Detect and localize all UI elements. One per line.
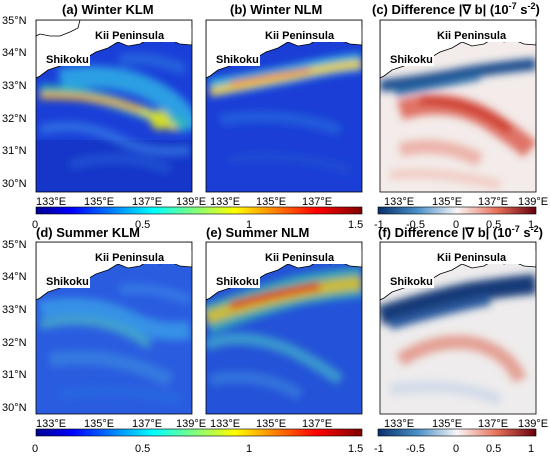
panel-title: (d) Summer KLM	[36, 225, 140, 240]
heatmap-field	[380, 242, 536, 414]
colorbar-tick: 1	[528, 443, 534, 455]
y-tick: 33°N	[2, 80, 27, 92]
panel-a-winter-klm: (a) Winter KLM Kii Peninsula Shikoku	[35, 2, 193, 193]
x-tick: 139°E	[518, 418, 548, 430]
label-kii-peninsula: Kii Peninsula	[95, 252, 165, 264]
y-tick: 35°N	[2, 239, 27, 251]
label-kii-peninsula: Kii Peninsula	[437, 252, 507, 264]
y-axis-row-1: 35°N 34°N 33°N 32°N 31°N 30°N	[2, 15, 27, 190]
label-shikoku: Shikoku	[390, 276, 433, 288]
x-tick: 139°E	[518, 196, 548, 208]
colorbar-diverging-row-2: -1 -0.5 0 0.5 1	[374, 428, 537, 455]
colorbar-tick: -1	[374, 219, 384, 231]
panel-e-summer-nlm: (e) Summer NLM Kii Peninsula Shikoku	[205, 225, 363, 415]
colorbar-tick: -1	[374, 443, 384, 455]
y-tick: 30°N	[2, 178, 27, 190]
x-tick: 135°E	[256, 418, 286, 430]
y-axis-row-2: 35°N 34°N 33°N 32°N 31°N 30°N	[2, 239, 27, 414]
y-tick: 31°N	[2, 369, 27, 381]
label-shikoku: Shikoku	[216, 54, 259, 66]
colorbar-diverging-row-1: -1 -0.5 0 0.5 1	[374, 206, 537, 231]
x-tick: 137°E	[302, 196, 332, 208]
heatmap-field	[380, 20, 536, 192]
colorbar-tick: 1	[528, 219, 534, 231]
x-tick: 133°E	[384, 196, 414, 208]
colorbar-tick: 0	[32, 443, 38, 455]
y-tick: 34°N	[2, 47, 27, 59]
panel-title: (e) Summer NLM	[206, 225, 309, 240]
y-tick: 33°N	[2, 304, 27, 316]
panel-title: (c) Difference |∇ b| (10-7 s-2)	[372, 1, 540, 17]
x-tick: 137°E	[302, 418, 332, 430]
colorbar-tick: 0.5	[135, 443, 150, 455]
y-tick: 30°N	[2, 402, 27, 414]
colorbar-tick: 0.5	[486, 219, 501, 231]
x-tick: 133°E	[210, 418, 240, 430]
x-tick: 135°E	[84, 196, 114, 208]
panel-title: (f) Difference |∇ b| (10-7 s-2)	[378, 224, 543, 240]
panel-title: (a) Winter KLM	[62, 2, 154, 17]
y-tick: 34°N	[2, 271, 27, 283]
label-shikoku: Shikoku	[216, 276, 259, 288]
colorbar-tick: 0	[32, 219, 38, 231]
colorbar-tick: 1.5	[348, 219, 363, 231]
colorbar-tick: 1.5	[348, 443, 363, 455]
x-axis-row-1: 133°E 135°E 137°E 139°E 133°E 135°E 137°…	[36, 196, 548, 208]
x-tick: 137°E	[132, 196, 162, 208]
y-tick: 31°N	[2, 145, 27, 157]
x-tick: 135°E	[432, 196, 462, 208]
x-axis-row-2: 133°E 135°E 137°E 139°E 133°E 135°E 137°…	[36, 418, 548, 430]
x-tick: 133°E	[384, 418, 414, 430]
colorbar-tick: 0.5	[486, 443, 501, 455]
label-shikoku: Shikoku	[390, 54, 433, 66]
colorbar-sequential-row-2: 0 0.5 1 1.5	[32, 428, 363, 455]
label-kii-peninsula: Kii Peninsula	[265, 30, 335, 42]
x-tick: 135°E	[84, 418, 114, 430]
y-tick: 32°N	[2, 337, 27, 349]
panel-title: (b) Winter NLM	[230, 2, 322, 17]
x-tick: 135°E	[256, 196, 286, 208]
heatmap-field	[36, 242, 192, 414]
x-tick: 139°E	[176, 418, 206, 430]
x-tick: 133°E	[210, 196, 240, 208]
heatmap-field	[36, 20, 192, 192]
colorbar-tick: -0.5	[406, 219, 425, 231]
colorbar-tick: -0.5	[406, 443, 425, 455]
heatmap-field	[206, 242, 362, 414]
panel-f-difference: (f) Difference |∇ b| (10-7 s-2) Kii Peni…	[378, 224, 543, 415]
panel-b-winter-nlm: (b) Winter NLM Kii Peninsula Shikoku	[205, 2, 363, 193]
x-tick: 137°E	[478, 196, 508, 208]
colorbar-sequential-row-1: 0 0.5 1 1.5	[32, 206, 363, 231]
colorbar-tick: 0.5	[135, 219, 150, 231]
y-tick: 35°N	[2, 15, 27, 27]
y-tick: 32°N	[2, 113, 27, 125]
colorbar-tick: 1	[246, 219, 252, 231]
colorbar-tick: 0	[453, 219, 459, 231]
label-kii-peninsula: Kii Peninsula	[95, 30, 165, 42]
colorbar-tick: 0	[453, 443, 459, 455]
label-shikoku: Shikoku	[46, 276, 89, 288]
heatmap-field	[206, 20, 362, 192]
label-kii-peninsula: Kii Peninsula	[265, 252, 335, 264]
x-tick: 133°E	[36, 196, 66, 208]
panel-d-summer-klm: (d) Summer KLM Kii Peninsula Shikoku	[35, 225, 193, 415]
x-tick: 133°E	[36, 418, 66, 430]
x-tick: 135°E	[432, 418, 462, 430]
x-tick: 137°E	[478, 418, 508, 430]
label-shikoku: Shikoku	[46, 54, 89, 66]
colorbar-tick: 1	[246, 443, 252, 455]
x-tick: 137°E	[132, 418, 162, 430]
label-kii-peninsula: Kii Peninsula	[437, 30, 507, 42]
x-tick: 139°E	[176, 196, 206, 208]
panel-c-difference: (c) Difference |∇ b| (10-7 s-2) Kii Peni…	[372, 1, 540, 193]
